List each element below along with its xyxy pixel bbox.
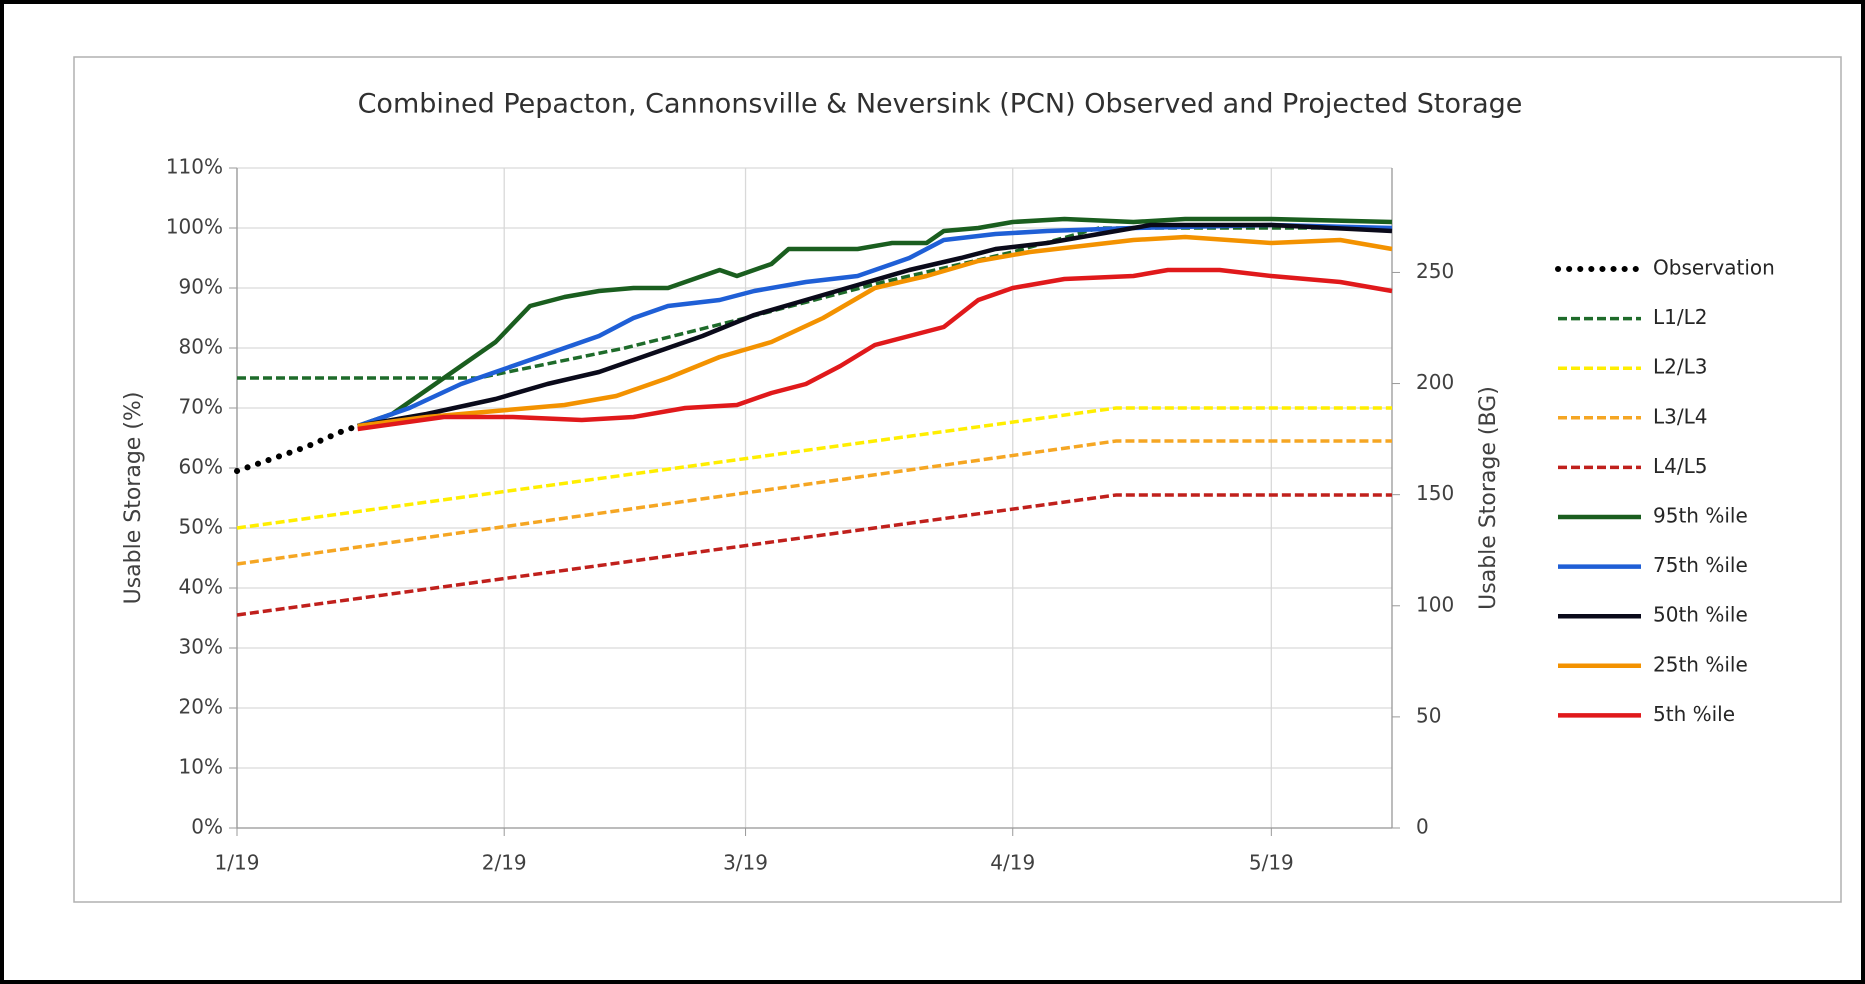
y2-tick-label: 100 (1416, 592, 1454, 616)
y2-tick-label: 50 (1416, 703, 1441, 727)
series-line (356, 216, 1393, 429)
series-line (236, 493, 1392, 617)
series-line (237, 226, 1392, 380)
y-tick-label: 60% (179, 455, 223, 479)
y-tick-label: 110% (166, 155, 223, 179)
x-tick-label: 5/19 (1249, 851, 1294, 875)
y2-tick-label: 200 (1416, 370, 1454, 394)
y-tick-label: 100% (166, 215, 223, 239)
legend-label: L2/L3 (1653, 355, 1707, 379)
legend-label: 5th %ile (1653, 702, 1735, 726)
x-tick-label: 3/19 (723, 851, 768, 875)
y-tick-label: 20% (179, 695, 223, 719)
y-tick-label: 80% (179, 335, 223, 359)
series-line (357, 267, 1393, 432)
x-tick-label: 4/19 (990, 851, 1035, 875)
y2-tick-label: 0 (1416, 815, 1429, 839)
y2-axis-label: Usable Storage (BG) (1476, 386, 1501, 610)
y-tick-label: 30% (179, 635, 223, 659)
legend-label: 50th %ile (1653, 603, 1748, 627)
legend-label: Observation (1653, 256, 1775, 280)
y-tick-label: 10% (179, 755, 223, 779)
legend-label: L3/L4 (1653, 404, 1707, 428)
legend-label: 75th %ile (1653, 553, 1748, 577)
y-tick-label: 40% (179, 575, 223, 599)
y-axis-label: Usable Storage (%) (121, 392, 146, 605)
legend-label: 25th %ile (1653, 652, 1748, 676)
series-line (357, 234, 1393, 429)
y-tick-label: 70% (179, 395, 223, 419)
y-tick-label: 90% (179, 275, 223, 299)
x-tick-label: 2/19 (482, 851, 527, 875)
y-tick-label: 0% (191, 815, 223, 839)
legend-label: L1/L2 (1653, 305, 1707, 329)
y-tick-label: 50% (179, 515, 223, 539)
legend-label: 95th %ile (1653, 504, 1748, 528)
series-line (236, 439, 1392, 566)
series-line (236, 406, 1392, 530)
chart-title: Combined Pepacton, Cannonsville & Nevers… (358, 89, 1523, 120)
y2-tick-label: 150 (1416, 481, 1454, 505)
legend-label: L4/L5 (1653, 454, 1707, 478)
y2-tick-label: 250 (1416, 259, 1454, 283)
series-line (357, 222, 1393, 429)
x-tick-label: 1/19 (215, 851, 260, 875)
series-line (234, 423, 361, 474)
series-line (356, 222, 1393, 429)
chart-frame (73, 56, 1842, 903)
